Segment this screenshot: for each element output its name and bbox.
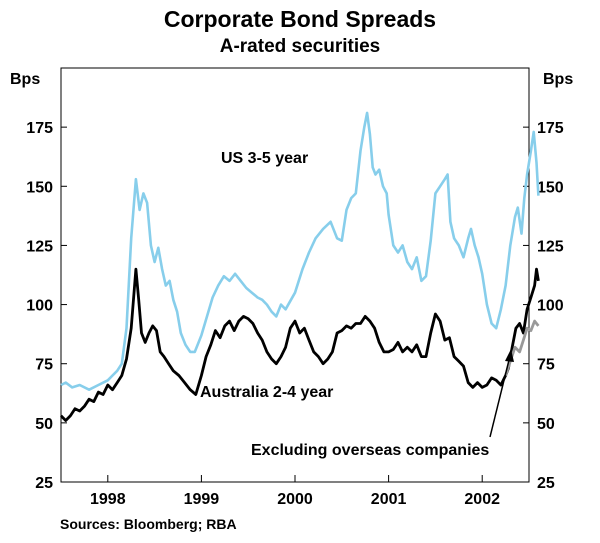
- plot-border: [60, 67, 530, 483]
- y-tick-label-right: 75: [537, 357, 555, 374]
- y-tick-label-left: 175: [26, 120, 53, 137]
- y-tick-label-left: 75: [35, 357, 53, 374]
- y-axis-ticks: 25 25 50 50 75 75 100 100 125 125 150 150 175 175: [26, 120, 564, 492]
- x-tick-label: 2000: [277, 491, 313, 508]
- x-tick-label: 2001: [371, 491, 407, 508]
- y-tick-label-left: 25: [35, 475, 53, 492]
- chart-subtitle: A-rated securities: [219, 36, 381, 57]
- annotation-excluding: Excluding overseas companies: [251, 442, 489, 459]
- x-axis-ticks: 1998 1999 2000 2001 2002: [90, 475, 500, 508]
- chart-title: Corporate Bond Spreads: [163, 6, 437, 32]
- y-tick-label-left: 50: [35, 416, 53, 433]
- y-tick-label-left: 150: [26, 179, 53, 196]
- chart-annotations: US 3-5 year Australia 2-4 year Excluding o…: [200, 150, 514, 459]
- y-tick-label-right: 50: [537, 416, 555, 433]
- y-tick-label-left: 100: [26, 298, 53, 315]
- annotation-arrow-head: [505, 349, 514, 362]
- y-tick-label-right: 100: [537, 298, 564, 315]
- series-line-0: [60, 111, 540, 392]
- chart-source: Sources: Bloomberg; RBA: [60, 516, 237, 532]
- annotation-arrow-line: [489, 355, 511, 438]
- x-tick-label: 2002: [464, 491, 500, 508]
- y-axis-unit-left: Bps: [10, 71, 41, 88]
- plot-frame: [60, 67, 530, 483]
- y-axis-unit-right: Bps: [543, 71, 574, 88]
- x-tick-label: 1999: [184, 491, 220, 508]
- y-tick-label-right: 150: [537, 179, 564, 196]
- series-line-1: [60, 267, 540, 422]
- annotation-australia: Australia 2-4 year: [200, 384, 333, 401]
- x-tick-label: 1998: [90, 491, 126, 508]
- y-tick-label-left: 125: [26, 238, 53, 255]
- y-tick-label-right: 125: [537, 238, 564, 255]
- annotation-us: US 3-5 year: [221, 150, 308, 167]
- y-tick-label-right: 175: [537, 120, 564, 137]
- y-tick-label-right: 25: [537, 475, 555, 492]
